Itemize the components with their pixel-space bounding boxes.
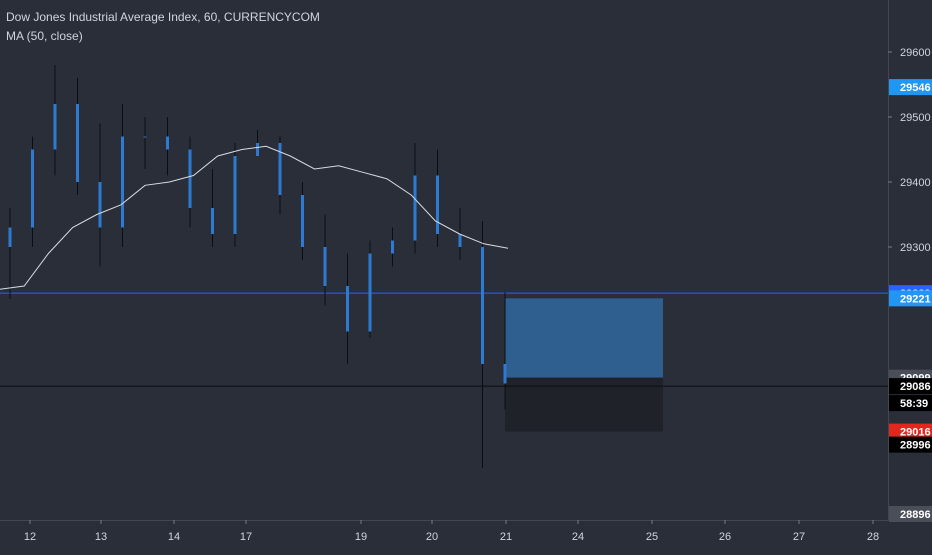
stop-zone[interactable]	[505, 377, 663, 432]
candle[interactable]	[233, 156, 237, 234]
price-tick-label: 29400	[900, 177, 931, 189]
price-tag-bg	[889, 395, 932, 412]
candle[interactable]	[278, 143, 282, 195]
price-tick-label: 29300	[900, 242, 931, 254]
candle[interactable]	[143, 136, 147, 138]
candle[interactable]	[436, 175, 439, 235]
price-tag-bg	[889, 79, 932, 96]
price-tag-bg	[889, 423, 932, 440]
ma-line[interactable]	[0, 145, 509, 290]
price-tag[interactable]: 58:39	[900, 398, 928, 410]
chart-legend: Dow Jones Industrial Average Index, 60, …	[6, 8, 320, 46]
candle[interactable]	[323, 247, 327, 286]
time-tick-label: 24	[572, 531, 584, 543]
time-tick-label: 17	[240, 531, 252, 543]
price-tag[interactable]: 29016	[900, 427, 931, 439]
time-tick-label: 28	[867, 531, 879, 543]
candle[interactable]	[8, 227, 12, 248]
time-tick-label: 21	[500, 531, 512, 543]
price-tick-label: 29600	[900, 47, 931, 59]
candle[interactable]	[368, 253, 372, 332]
candle[interactable]	[31, 149, 34, 228]
candle[interactable]	[256, 143, 259, 156]
candle[interactable]	[76, 104, 79, 182]
price-tag-bg	[889, 290, 932, 307]
candle[interactable]	[166, 136, 169, 150]
candle[interactable]	[503, 364, 507, 384]
time-tick-label: 20	[426, 531, 438, 543]
time-tick-label: 12	[24, 531, 36, 543]
candle[interactable]	[53, 104, 57, 150]
time-tick-label: 25	[646, 531, 658, 543]
price-tag[interactable]: 29221	[900, 293, 931, 305]
price-tag[interactable]: 29546	[900, 82, 931, 94]
time-tick-label: 26	[719, 531, 731, 543]
indicator-label[interactable]: MA (50, close)	[6, 29, 83, 43]
price-tag[interactable]: 28896	[900, 509, 931, 521]
candle[interactable]	[391, 240, 394, 254]
time-tick-label: 19	[355, 531, 367, 543]
candle[interactable]	[211, 208, 214, 234]
price-tag-bg	[889, 436, 932, 453]
price-tag[interactable]: 29086	[900, 381, 931, 393]
target-zone[interactable]	[505, 298, 663, 378]
price-tag-bg	[889, 378, 932, 395]
candle[interactable]	[188, 149, 192, 209]
candle[interactable]	[413, 175, 417, 241]
symbol-title[interactable]: Dow Jones Industrial Average Index, 60, …	[6, 10, 320, 24]
candle[interactable]	[481, 247, 484, 364]
candle[interactable]	[98, 182, 102, 228]
price-tick-label: 29500	[900, 112, 931, 124]
time-tick-label: 14	[168, 531, 180, 543]
price-tag[interactable]: 28996	[900, 440, 931, 452]
candle[interactable]	[346, 286, 349, 332]
time-tick-label: 13	[95, 531, 107, 543]
time-tick-label: 27	[793, 531, 805, 543]
price-tag-bg	[889, 506, 932, 522]
candle[interactable]	[301, 195, 304, 247]
candle[interactable]	[121, 136, 124, 228]
candle[interactable]	[458, 234, 462, 247]
